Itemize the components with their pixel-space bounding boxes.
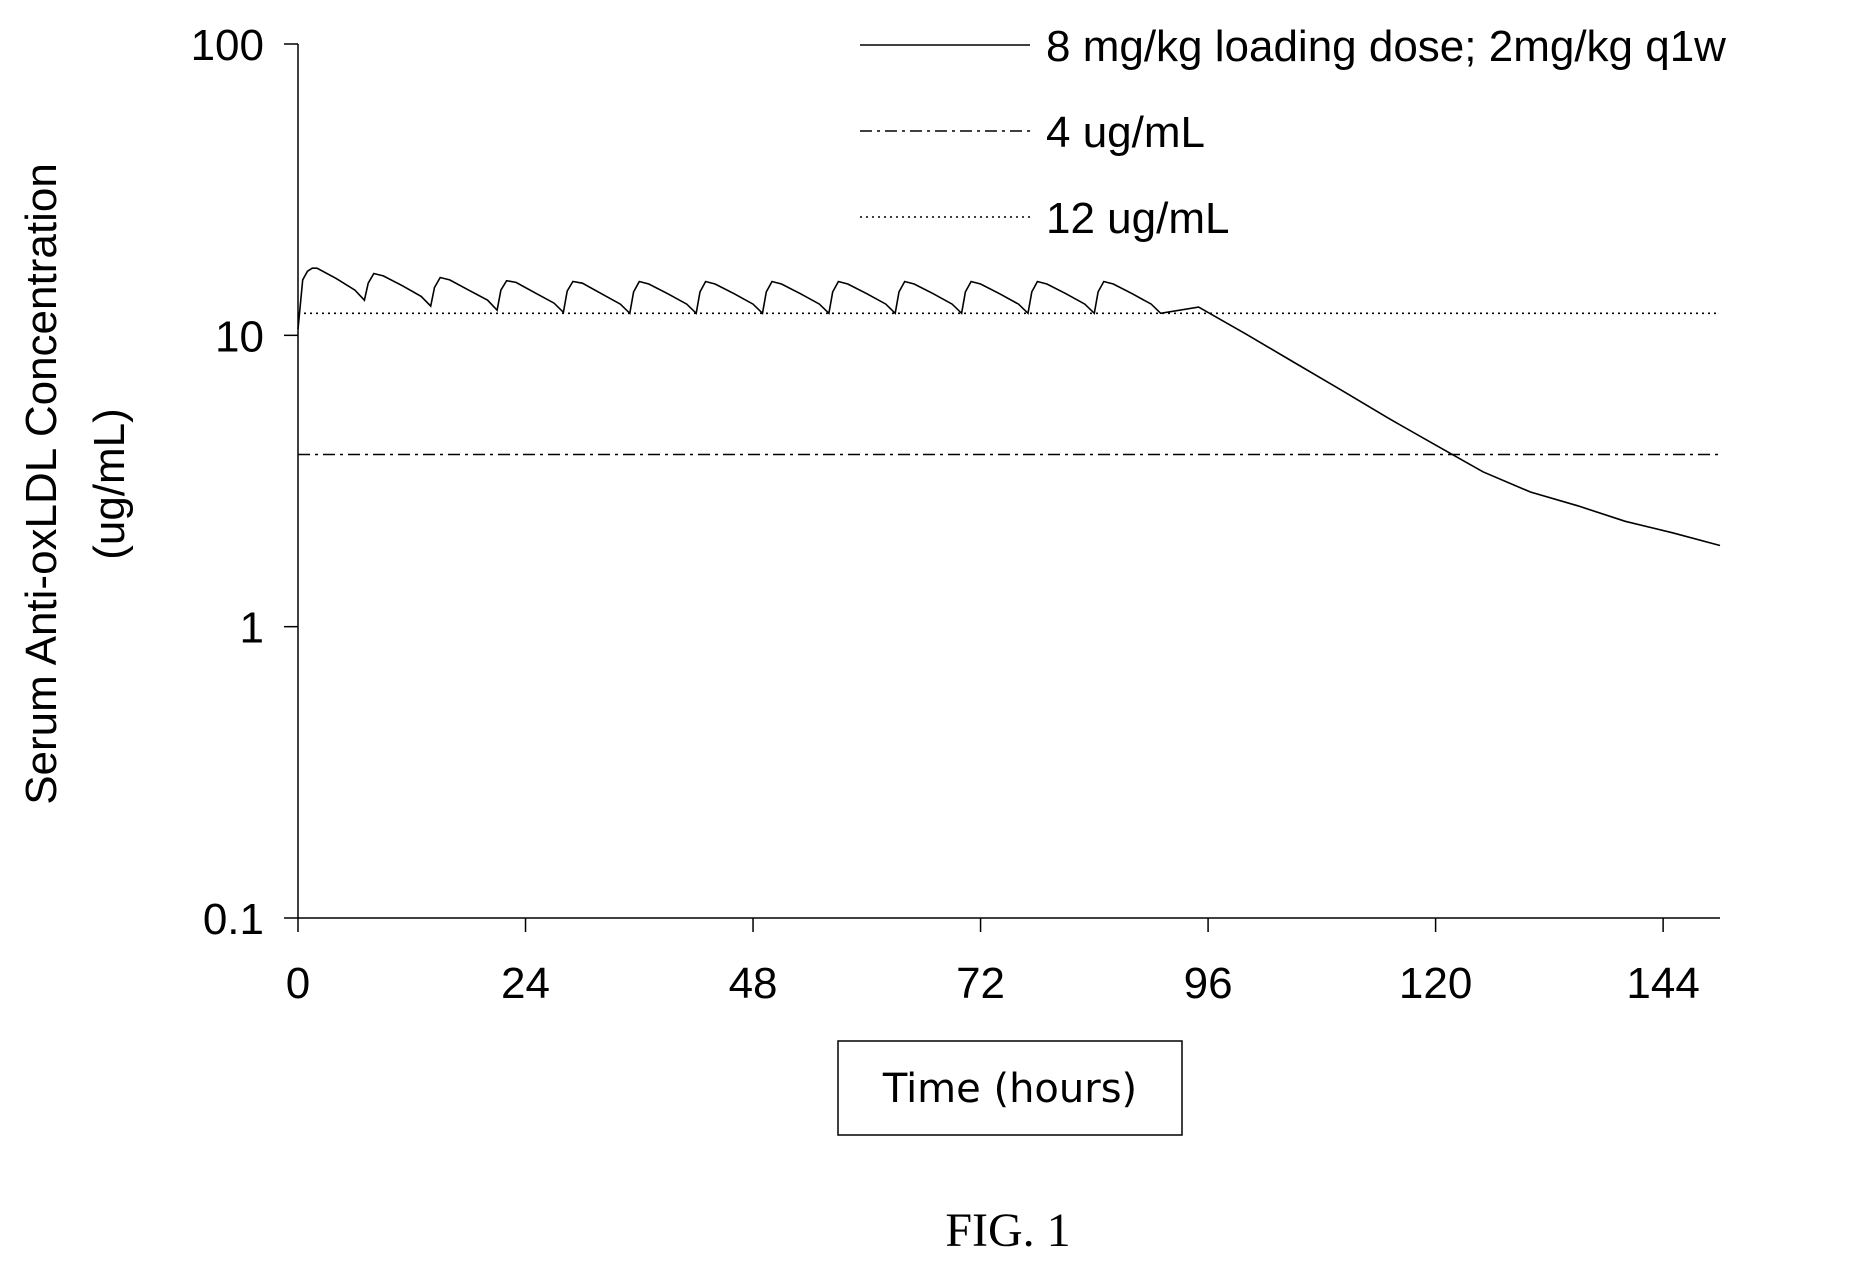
series-line-8-mg-kg-loading-dose-2mg-kg-q1w [297,267,1721,547]
figure-caption: FIG. 1 [945,1204,1070,1257]
chart-axes [284,43,1720,932]
legend: 8 mg/kg loading dose; 2mg/kg q1w 4 ug/mL 1… [860,22,1726,243]
y-tick-label: 10 [215,312,264,361]
legend-label: 8 mg/kg loading dose; 2mg/kg q1w [1046,22,1726,71]
x-tick-label: 0 [286,959,310,1008]
x-tick-label: 144 [1626,959,1699,1008]
x-tick-labels: 0 24 48 72 96 120 144 [286,959,1700,1008]
y-axis-label-line-2: (ug/mL) [85,408,134,560]
x-tick-label: 120 [1399,959,1472,1008]
legend-label: 12 ug/mL [1046,194,1229,243]
x-axis-label-box [837,1040,1183,1136]
y-tick-label: 100 [191,21,264,70]
plot-area [297,267,1721,547]
x-tick-label: 48 [729,959,778,1008]
x-axis-label: Time (hours) [882,1066,1137,1112]
y-tick-label: 1 [240,604,264,653]
x-tick-label: 96 [1184,959,1233,1008]
y-tick-labels: 0.1 1 10 100 [191,21,264,944]
legend-label: 4 ug/mL [1046,108,1205,157]
y-axis-label-line-1: Serum Anti-oxLDL Concentration [17,163,66,805]
y-tick-label: 0.1 [203,895,264,944]
x-tick-label: 72 [956,959,1005,1008]
x-tick-label: 24 [501,959,550,1008]
